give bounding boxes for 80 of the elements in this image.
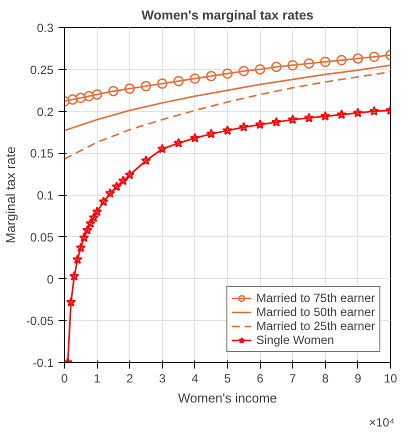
x-tick-label: 7 <box>289 372 296 386</box>
y-tick-label: 0.15 <box>30 146 54 161</box>
point <box>157 144 168 154</box>
line-series <box>64 71 390 160</box>
point <box>271 62 282 72</box>
y-tick-label: 0.2 <box>36 104 54 119</box>
point <box>238 122 249 132</box>
point <box>88 212 99 222</box>
point <box>222 68 233 79</box>
x-tick-label: 6 <box>256 372 264 386</box>
x-tick-label: 9 <box>354 372 362 386</box>
point <box>76 242 86 252</box>
y-tick-label: 0.3 <box>36 21 54 35</box>
point <box>98 196 109 206</box>
y-tick-label: 0 <box>46 272 54 286</box>
point <box>222 125 233 135</box>
point <box>254 64 266 75</box>
point <box>320 56 331 68</box>
point <box>76 92 86 104</box>
point <box>157 78 168 89</box>
point <box>86 218 96 228</box>
x-tick-label: 1 <box>94 372 101 386</box>
point <box>320 111 330 121</box>
point <box>140 80 152 92</box>
x-tick-label: 8 <box>322 372 329 386</box>
point <box>92 89 102 100</box>
point <box>67 94 78 105</box>
x-tick-label: 3 <box>158 372 166 386</box>
legend-label: Married to 50th earner <box>256 305 375 319</box>
point <box>287 60 298 70</box>
line-series <box>64 64 390 132</box>
legend-label: Married to 75th earner <box>256 291 375 305</box>
x-tick-label: 4 <box>192 372 199 386</box>
point <box>336 109 347 119</box>
point <box>238 66 250 76</box>
point <box>336 54 347 66</box>
point <box>368 52 380 62</box>
point <box>173 76 184 86</box>
x-tick-label: 10 <box>384 372 398 386</box>
point <box>190 132 200 142</box>
point <box>174 138 184 148</box>
x-axis-title: Women's income <box>178 390 278 406</box>
point <box>304 58 314 69</box>
point <box>118 176 128 186</box>
point <box>369 106 380 116</box>
point <box>92 206 102 216</box>
y-tick-label: 0.1 <box>36 188 54 202</box>
y-axis-title: Marginal tax rate <box>3 146 18 244</box>
point <box>206 128 216 138</box>
point <box>255 119 266 130</box>
point <box>79 232 90 242</box>
point <box>112 181 122 192</box>
point <box>69 270 80 281</box>
point <box>124 170 135 180</box>
y-tick-label: -0.05 <box>26 314 54 328</box>
point <box>82 224 92 235</box>
point <box>108 86 119 96</box>
y-tick-label: 0.05 <box>30 230 54 244</box>
point <box>105 188 116 198</box>
legend-label: Single Women <box>256 333 334 347</box>
chart-title: Women's marginal tax rates <box>142 8 314 22</box>
point <box>352 53 364 64</box>
point <box>84 90 94 102</box>
y-tick-label: -0.1 <box>32 356 54 370</box>
point <box>124 83 135 94</box>
point <box>271 116 282 127</box>
x-tick-label: 2 <box>126 372 134 386</box>
point <box>304 112 314 122</box>
x-tick-label: 5 <box>224 372 232 386</box>
point <box>352 108 363 118</box>
x-tick-label: 0 <box>61 372 68 386</box>
y-tick-label: 0.25 <box>30 62 54 77</box>
point <box>190 73 200 84</box>
point <box>72 254 83 264</box>
legend-label: Married to 25th earner <box>256 319 375 333</box>
text: ×10⁴ <box>368 416 395 430</box>
point <box>206 70 216 82</box>
point <box>140 155 152 166</box>
point <box>288 114 298 124</box>
point <box>66 296 76 307</box>
